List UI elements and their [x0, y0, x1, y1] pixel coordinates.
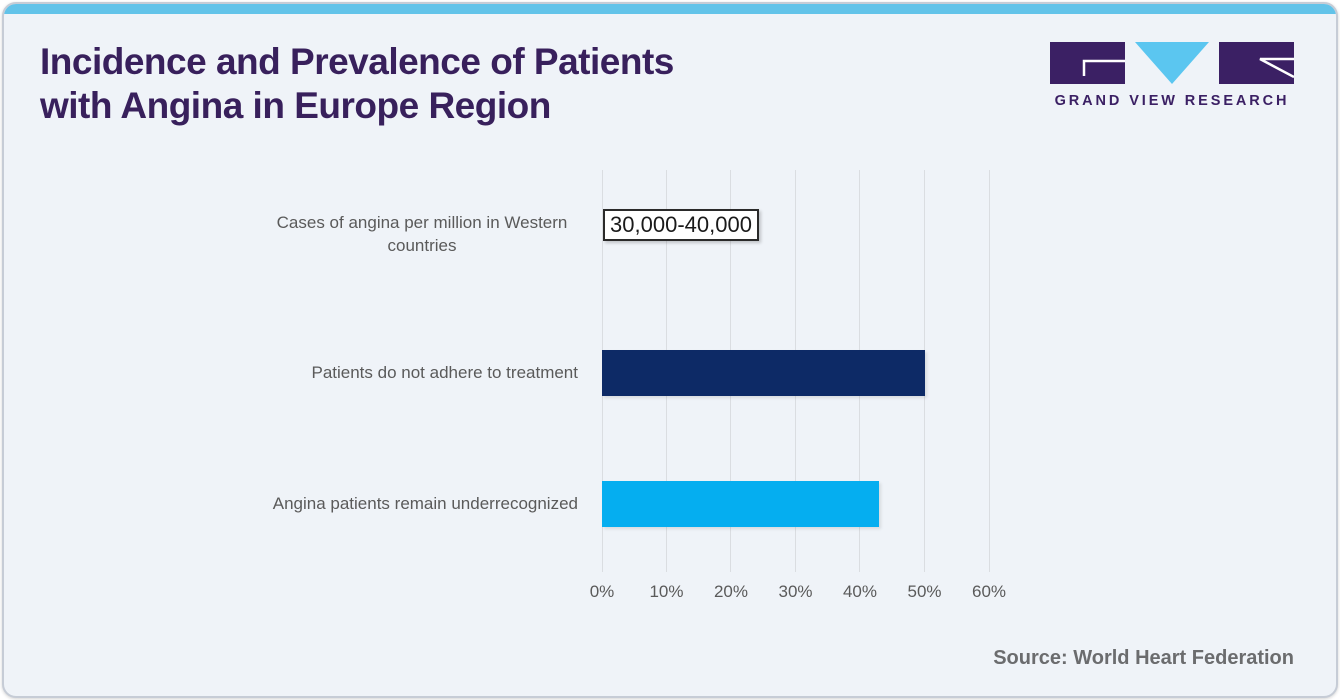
- page-title-line2: with Angina in Europe Region: [40, 85, 551, 126]
- plot-area: 30,000-40,000: [601, 170, 990, 572]
- category-label: Cases of angina per million in Western c…: [276, 213, 568, 255]
- gvr-logo-wordmark: GRAND VIEW RESEARCH: [1054, 93, 1290, 109]
- x-tick-label: 40%: [842, 582, 877, 601]
- bar-chart: Cases of angina per million in Western c…: [4, 4, 1336, 696]
- grand-view-research-logo: GRAND VIEW RESEARCH: [1050, 42, 1294, 109]
- bar-patients-do-not-adhere: [602, 350, 925, 396]
- bar-angina-underrecognized: [602, 481, 880, 527]
- category-label: Angina patients remain underrecognized: [272, 494, 578, 513]
- x-tick-label: 10%: [649, 582, 684, 601]
- x-tick-label: 60%: [971, 582, 1007, 601]
- page-title-line1: Incidence and Prevalence of Patients: [40, 41, 674, 82]
- top-accent-strip: [4, 4, 1336, 14]
- x-tick-label: 50%: [907, 582, 942, 601]
- x-tick-label: 30%: [778, 582, 813, 601]
- gridline: [924, 170, 925, 572]
- x-tick-label: 20%: [713, 582, 748, 601]
- x-axis: 0% 10% 20% 30% 40% 50% 60%: [590, 582, 1006, 606]
- value-annotation-box: 30,000-40,000: [603, 209, 759, 241]
- page-title: Incidence and Prevalence of Patients wit…: [40, 40, 674, 128]
- gvr-logo-icon: [1050, 42, 1294, 84]
- source-attribution: Source: World Heart Federation: [993, 647, 1294, 669]
- gridline: [988, 170, 990, 572]
- x-tick-label: 0%: [589, 582, 615, 601]
- category-label: Patients do not adhere to treatment: [311, 363, 578, 382]
